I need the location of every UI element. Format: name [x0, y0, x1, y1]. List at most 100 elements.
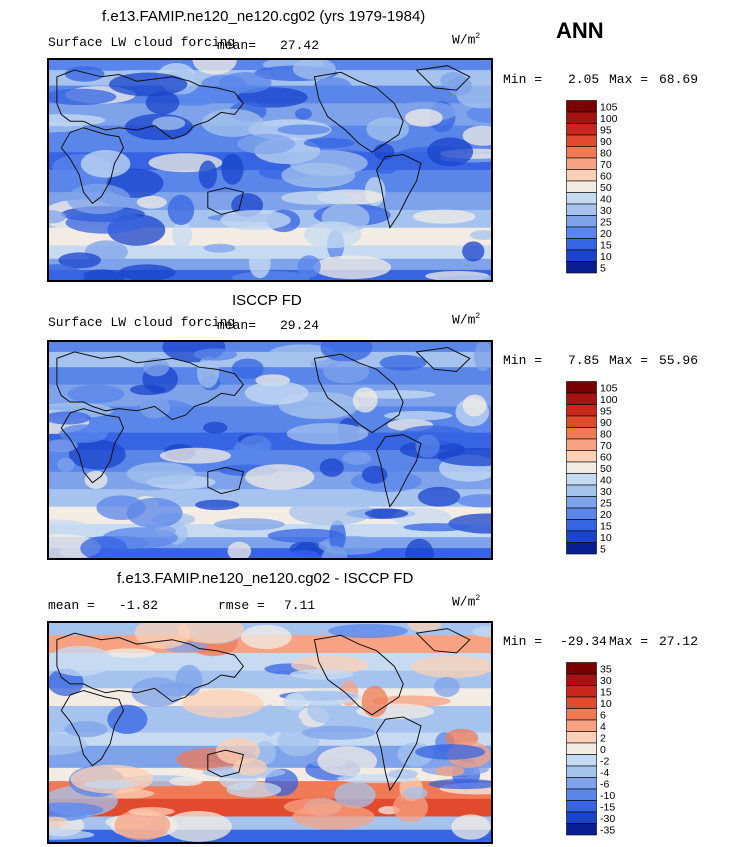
- panel2-max-label: Max =: [609, 353, 649, 368]
- map-field-blotch: [462, 241, 485, 262]
- map-field-blotch: [203, 243, 236, 253]
- map-field-blotch: [214, 518, 285, 531]
- map-field-blotch: [48, 802, 104, 817]
- panel3-min-label: Min =: [503, 634, 543, 649]
- map-field-blotch: [328, 623, 408, 639]
- map-field-blotch: [177, 622, 244, 644]
- panel2-title: ISCCP FD: [232, 292, 302, 309]
- colorbar-tick-label: -4: [600, 767, 609, 779]
- map-field-blotch: [411, 655, 492, 679]
- colorbar-tick-label: 80: [600, 147, 612, 159]
- map-coastline: [415, 628, 471, 654]
- panel2-map: [47, 340, 493, 560]
- map-coastline: [207, 749, 245, 778]
- map-field-blotch: [329, 520, 346, 552]
- colorbar-tick-label: 40: [600, 474, 612, 486]
- units-text: W/m: [452, 594, 476, 610]
- map-field-blotch: [361, 685, 388, 718]
- units-text: W/m: [452, 32, 476, 48]
- colorbar-swatch: [566, 111, 597, 124]
- colorbar-swatch: [566, 507, 597, 520]
- map-frame: [48, 622, 492, 843]
- map-field-blotch: [220, 209, 291, 231]
- panel3-rmse-label: rmse =: [218, 598, 265, 613]
- map-field-blotch: [433, 676, 460, 697]
- colorbar-tick-label: 90: [600, 136, 612, 148]
- colorbar-tick-label: 15: [600, 239, 612, 251]
- map-field-blotch: [80, 269, 125, 281]
- map-coastline: [313, 634, 404, 716]
- map-field-blotch: [169, 776, 203, 786]
- panel2-mean-label: mean=: [217, 318, 257, 333]
- map-field-blotch: [167, 194, 195, 226]
- map-field-blotch: [292, 804, 375, 830]
- panel2-min-label: Min =: [503, 353, 543, 368]
- colorbar-tick-label: 15: [600, 686, 612, 698]
- colorbar-swatch: [566, 765, 597, 778]
- season-label: ANN: [556, 18, 604, 43]
- map-field-blotch: [182, 689, 264, 718]
- map-field-blotch: [48, 264, 85, 281]
- map-field-blotch: [139, 396, 171, 419]
- colorbar-swatch: [566, 123, 597, 136]
- map-field-blotch: [342, 451, 372, 465]
- map-field-blotch: [297, 255, 321, 278]
- panel1-min-value: 2.05: [568, 72, 600, 87]
- colorbar-swatch: [566, 404, 597, 417]
- map-coastline: [313, 71, 404, 153]
- map-field-blotch: [136, 195, 167, 209]
- map-field-blotch: [48, 210, 67, 224]
- colorbar-swatch: [566, 203, 597, 216]
- map-coastline: [60, 689, 125, 767]
- colorbar-swatch: [566, 811, 597, 824]
- map-field-blotch: [361, 465, 388, 484]
- map-field-blotch: [218, 72, 272, 94]
- map-field-blotch: [58, 252, 102, 269]
- colorbar-tick-label: 30: [600, 675, 612, 687]
- colorbar-tick-label: 90: [600, 417, 612, 429]
- panel1-title: f.e13.FAMIP.ne120_ne120.cg02 (yrs 1979-1…: [102, 8, 426, 25]
- map-coastline: [60, 408, 125, 484]
- map-field-band: [48, 732, 492, 747]
- map-field-blotch: [474, 341, 492, 372]
- colorbar-tick-label: 30: [600, 205, 612, 217]
- colorbar-tick-label: 105: [600, 382, 618, 394]
- map-field-blotch: [417, 486, 461, 507]
- map-field-blotch: [59, 424, 108, 443]
- map-field-blotch: [260, 704, 279, 737]
- panel3-rmse-value: 7.11: [284, 598, 316, 613]
- map-field-blotch: [48, 829, 95, 840]
- colorbar-swatch: [566, 438, 597, 451]
- colorbar-tick-label: 95: [600, 124, 612, 136]
- colorbar-swatch: [566, 788, 597, 801]
- map-field-blotch: [196, 356, 220, 389]
- map-frame: [48, 59, 492, 281]
- colorbar-tick-label: 30: [600, 486, 612, 498]
- map-field-blotch: [221, 153, 244, 185]
- colorbar-swatch: [566, 134, 597, 147]
- panel2-max-value: 55.96: [659, 353, 699, 368]
- map-field-band: [48, 548, 492, 559]
- map-field-blotch: [80, 150, 131, 178]
- colorbar-tick-label: -6: [600, 778, 609, 790]
- colorbar-tick-label: 5: [600, 543, 606, 555]
- map-field-blotch: [415, 434, 440, 458]
- map-field-blotch: [244, 464, 315, 490]
- panel3-mean-label: mean =: [48, 598, 95, 613]
- colorbar-tick-label: 50: [600, 463, 612, 475]
- colorbar-tick-label: 70: [600, 159, 612, 171]
- map-field-blotch: [457, 494, 492, 508]
- map-field-blotch: [412, 209, 476, 224]
- map-field-blotch: [164, 811, 232, 842]
- panel3-max-value: 27.12: [659, 634, 699, 649]
- map-field-blotch: [195, 499, 240, 511]
- map-field-blotch: [237, 133, 296, 155]
- map-field-blotch: [193, 348, 238, 361]
- map-coastline: [376, 153, 422, 229]
- map-field-blotch: [289, 150, 368, 176]
- colorbar-swatch: [566, 157, 597, 170]
- colorbar-tick-label: 100: [600, 394, 618, 406]
- map-field-blotch: [388, 769, 418, 779]
- colorbar-tick-label: 100: [600, 113, 618, 125]
